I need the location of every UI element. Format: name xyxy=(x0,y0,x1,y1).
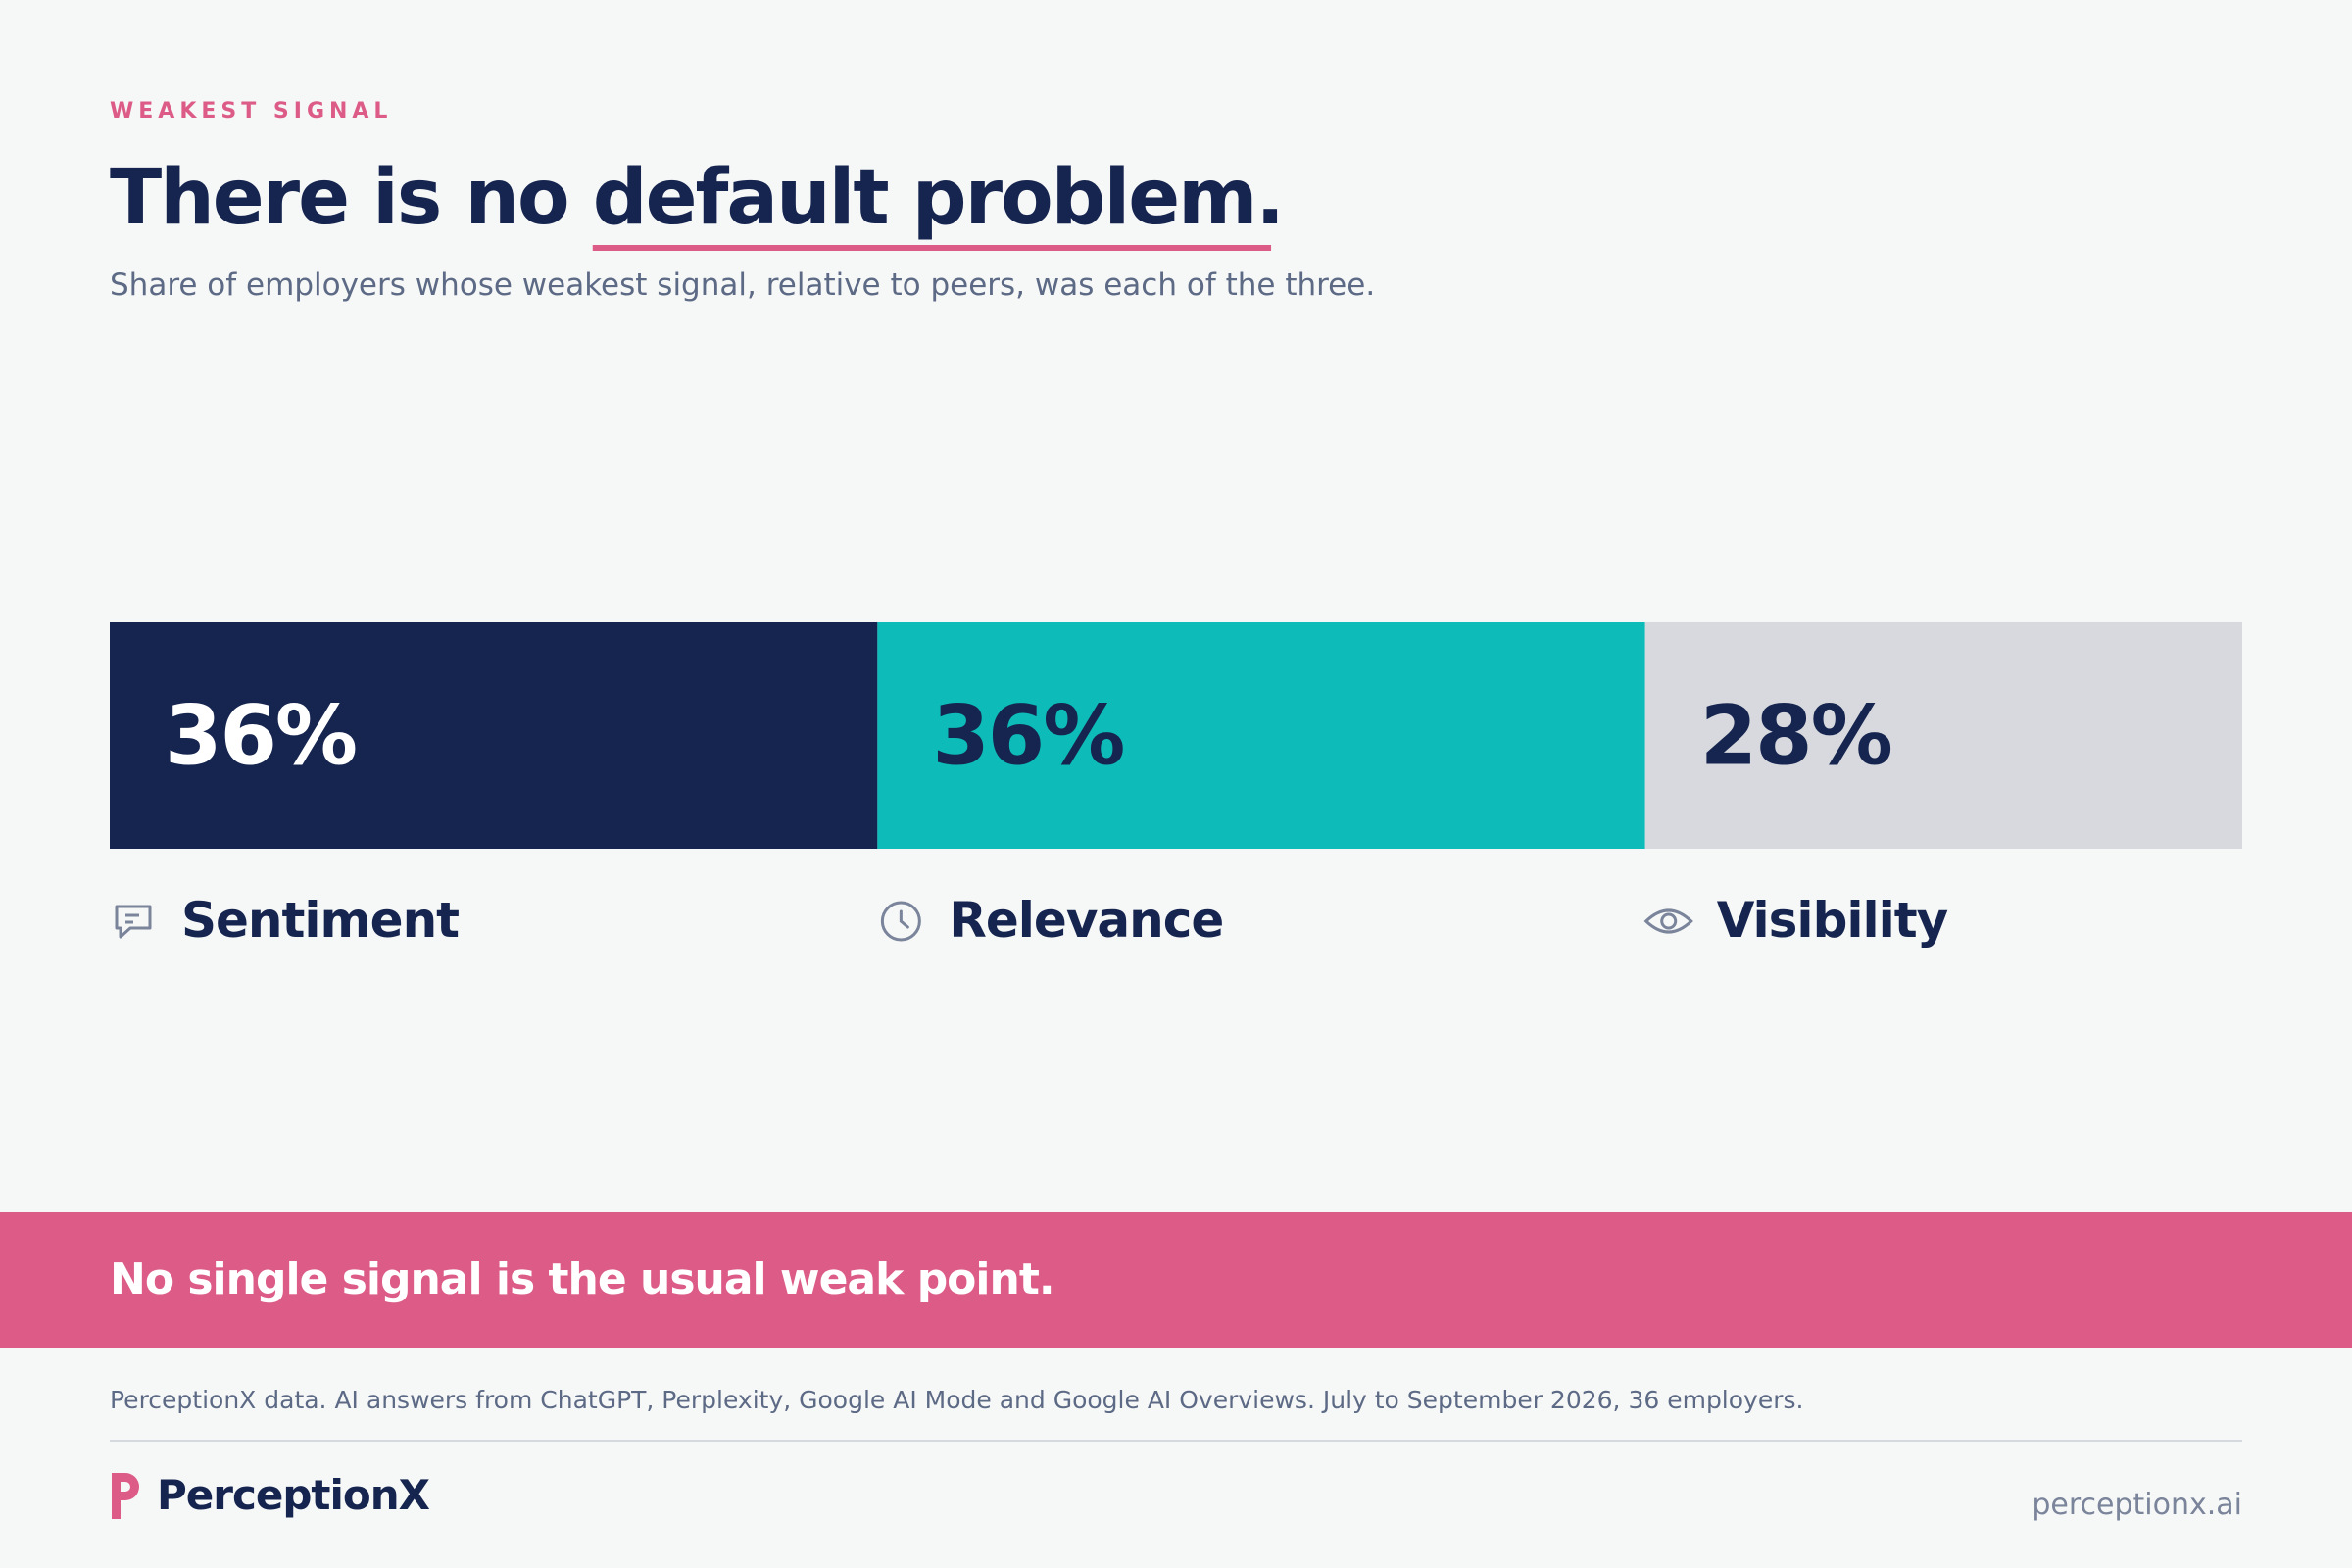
legend-item: Sentiment xyxy=(115,892,460,949)
takeaway: No single signal is the usual weak point… xyxy=(110,1254,1054,1304)
title-emphasis: default problem. xyxy=(593,154,1283,242)
legend-label: Sentiment xyxy=(181,892,459,949)
legend-label: Visibility xyxy=(1717,892,1948,949)
title: There is no default problem. xyxy=(110,154,1283,242)
title-lead: There is no xyxy=(110,154,568,242)
legend-icon xyxy=(899,909,909,929)
bar-segment xyxy=(877,622,1645,849)
value-label: 28% xyxy=(1700,688,1891,784)
title-underline xyxy=(592,245,1272,251)
logo-icon xyxy=(112,1473,139,1519)
bar-segment xyxy=(110,622,878,849)
legend-icon xyxy=(880,901,921,942)
brand: PerceptionX xyxy=(157,1471,430,1519)
bar-segment xyxy=(1644,622,2242,849)
plot: 36% Sentiment 36% Relevance 28% Visibility xyxy=(110,622,2242,949)
legend-label: Relevance xyxy=(949,892,1223,949)
subtitle: Share of employers whose weakest signal,… xyxy=(110,268,1375,303)
url[interactable]: perceptionx.ai xyxy=(2032,1488,2242,1522)
value-label: 36% xyxy=(165,688,356,784)
legend-icon xyxy=(1643,908,1693,934)
source-note: PerceptionX data. AI answers from ChatGP… xyxy=(110,1386,1803,1414)
takeaway-band xyxy=(0,1212,2352,1348)
legend-icon xyxy=(115,905,152,939)
legend-icon xyxy=(1660,912,1678,930)
value-label: 36% xyxy=(932,688,1123,784)
legend-item: Relevance xyxy=(880,892,1224,949)
legend-item: Visibility xyxy=(1643,892,1949,949)
eyebrow: WEAKEST SIGNAL xyxy=(110,99,392,123)
